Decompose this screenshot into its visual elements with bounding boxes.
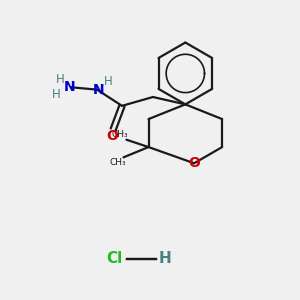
Text: H: H — [104, 75, 112, 88]
Text: N: N — [93, 82, 104, 97]
Text: O: O — [188, 156, 200, 170]
Text: CH₃: CH₃ — [112, 130, 128, 139]
Text: CH₃: CH₃ — [110, 158, 127, 167]
Text: H: H — [158, 251, 171, 266]
Text: N: N — [64, 80, 75, 94]
Text: O: O — [106, 129, 118, 143]
Text: H: H — [52, 88, 61, 101]
Text: Cl: Cl — [106, 251, 123, 266]
Text: H: H — [56, 73, 64, 85]
